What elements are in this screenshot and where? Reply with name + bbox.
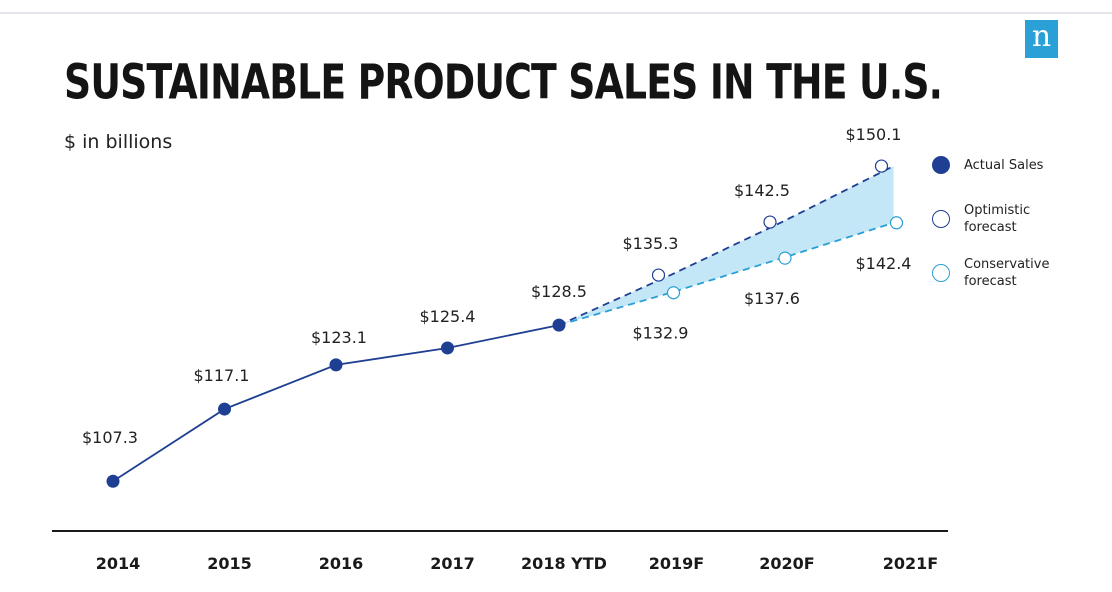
- actual-label-2016: $123.1: [311, 328, 367, 347]
- optimistic-point-2019f: [651, 268, 666, 282]
- data-labels-layer: $107.3 $117.1 $123.1 $125.4 $128.5 $135.3 $142…: [82, 125, 911, 447]
- conservative-point-2019f: [666, 286, 681, 300]
- x-tick-2017: 2017: [430, 554, 475, 573]
- nielsen-logo: n: [1025, 20, 1058, 58]
- legend-marker-optimistic: [932, 210, 950, 228]
- conservative-point-2021f: [889, 216, 904, 230]
- chart-legend: Actual Sales Optimistic forecast Conserv…: [932, 138, 1102, 300]
- x-tick-2018-ytd: 2018 YTD: [521, 554, 607, 573]
- actual-sales-line: [112, 324, 560, 483]
- conservative-label-2019f: $132.9: [633, 324, 689, 343]
- data-points-layer: [106, 159, 904, 488]
- x-tick-2019f: 2019F: [649, 554, 704, 573]
- actual-label-2014: $107.3: [82, 428, 138, 447]
- optimistic-label-2021f: $150.1: [846, 125, 902, 144]
- legend-label-optimistic: Optimistic forecast: [964, 203, 1031, 235]
- legend-marker-actual: [932, 156, 950, 174]
- x-tick-2016: 2016: [319, 554, 364, 573]
- legend-item-optimistic: Optimistic forecast: [932, 192, 1102, 246]
- conservative-point-2020f: [778, 251, 792, 265]
- optimistic-forecast-line: [558, 165, 894, 326]
- forecast-range-band: [559, 166, 894, 326]
- legend-item-actual: Actual Sales: [932, 138, 1102, 192]
- conservative-label-2021f: $142.4: [856, 254, 912, 273]
- legend-item-conservative: Conservative forecast: [932, 246, 1102, 300]
- conservative-forecast-line: [558, 221, 894, 327]
- top-divider: [0, 12, 1112, 14]
- x-tick-2015: 2015: [207, 554, 252, 573]
- x-tick-2014: 2014: [96, 554, 141, 573]
- optimistic-label-2020f: $142.5: [734, 181, 790, 200]
- actual-point-2016: [329, 358, 343, 372]
- x-tick-2020f: 2020F: [759, 554, 814, 573]
- actual-point-2015: [218, 402, 231, 416]
- legend-marker-conservative: [932, 264, 950, 282]
- actual-point-2018-ytd: [552, 318, 566, 332]
- actual-point-2017: [441, 341, 454, 355]
- legend-label-actual: Actual Sales: [964, 157, 1044, 173]
- forecast-band-layer: [559, 166, 894, 326]
- x-tick-2021f: 2021F: [883, 554, 938, 573]
- optimistic-point-2020f: [763, 215, 777, 229]
- legend-label-conservative: Conservative forecast: [964, 257, 1050, 289]
- series-lines-layer: [112, 165, 894, 483]
- x-axis-ticks-layer: 2014 2015 2016 2017 2018 YTD 2019F 2020F 2021F: [96, 554, 939, 573]
- conservative-label-2020f: $137.6: [744, 289, 800, 308]
- actual-point-2014: [106, 474, 120, 488]
- optimistic-point-2021f: [874, 159, 889, 173]
- chart-title: SUSTAINABLE PRODUCT SALES IN THE U.S.: [64, 53, 943, 110]
- optimistic-label-2019f: $135.3: [623, 234, 679, 253]
- actual-label-2015: $117.1: [194, 366, 250, 385]
- actual-label-2018-ytd: $128.5: [531, 282, 587, 301]
- chart-subtitle-units: $ in billions: [64, 131, 173, 153]
- actual-label-2017: $125.4: [420, 307, 476, 326]
